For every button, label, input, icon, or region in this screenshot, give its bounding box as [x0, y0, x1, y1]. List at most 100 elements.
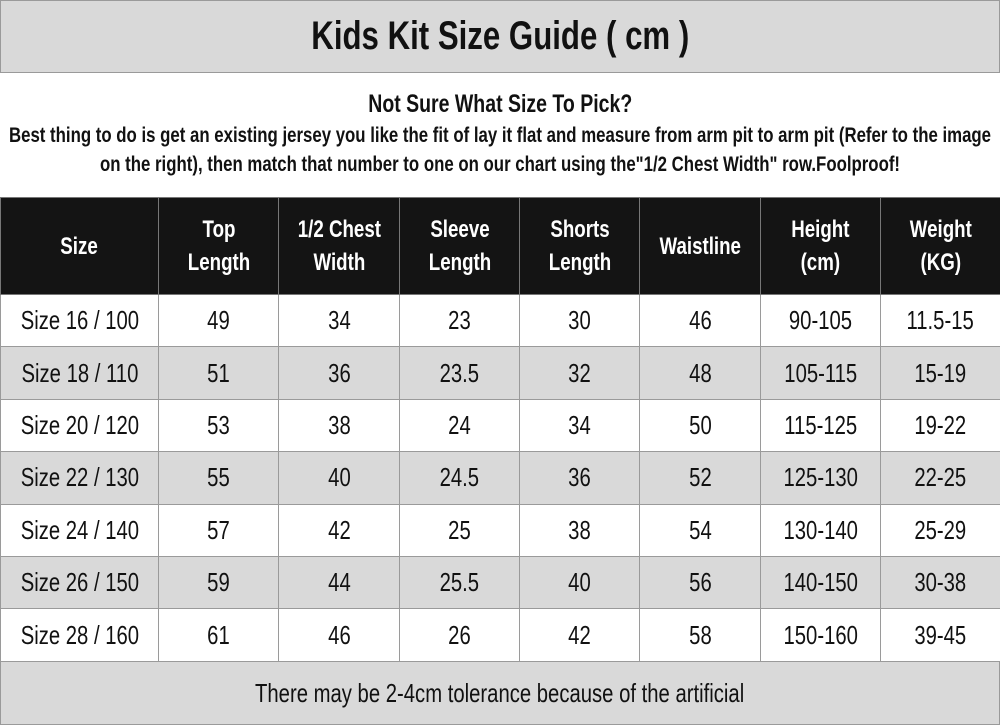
column-header-text: Size: [60, 232, 99, 260]
table-cell: 38: [519, 503, 640, 557]
cell-text: 130-140: [783, 514, 858, 545]
table-cell: 38: [278, 398, 400, 453]
table-cell: Size 20 / 120: [0, 398, 159, 453]
table-cell: 49: [158, 293, 279, 348]
table-cell: 32: [519, 346, 640, 400]
cell-text: 38: [568, 514, 591, 545]
cell-text: 39-45: [914, 619, 967, 650]
cell-text: 53: [207, 409, 230, 440]
table-cell: 23.5: [399, 346, 520, 400]
cell-text: Size 26 / 150: [20, 567, 139, 598]
cell-text: 58: [688, 619, 712, 650]
table-cell: 25-29: [880, 503, 1000, 557]
cell-text: 46: [688, 305, 712, 336]
table-cell: 50: [639, 398, 761, 453]
cell-text: 23.5: [439, 357, 480, 388]
cell-text: 32: [568, 357, 591, 388]
size-table: Size Top Length 1/2 Chest Width Sleeve Length S…: [0, 197, 1000, 662]
cell-text: 40: [327, 462, 351, 493]
cell-text: Size 22 / 130: [20, 462, 139, 493]
table-cell: 19-22: [880, 398, 1000, 453]
table-cell: Size 18 / 110: [0, 346, 159, 400]
cell-text: 59: [207, 567, 230, 598]
intro-body: Best thing to do is get an existing jers…: [8, 124, 992, 176]
cell-text: 34: [568, 409, 591, 440]
cell-text: 57: [207, 514, 230, 545]
table-cell: 22-25: [880, 451, 1000, 505]
footer-note: There may be 2-4cm tolerance because of …: [0, 661, 1000, 725]
cell-text: 22-25: [914, 462, 967, 493]
cell-text: 42: [327, 514, 351, 545]
column-header: Height (cm): [760, 197, 881, 295]
table-cell: 23: [399, 293, 520, 348]
cell-text: 54: [688, 514, 712, 545]
table-cell: 51: [158, 346, 279, 400]
table-cell: 57: [158, 503, 279, 557]
cell-text: 30: [568, 305, 591, 336]
table-row: Size 22 / 130 55 40 24.5 36 52 125-130 22-25: [0, 451, 1000, 505]
table-cell: 15-19: [880, 346, 1000, 400]
table-cell: 36: [519, 451, 640, 505]
table-cell: 53: [158, 398, 279, 453]
table-cell: 130-140: [760, 503, 881, 557]
cell-text: Size 28 / 160: [20, 619, 139, 650]
column-header-text: Height (cm): [791, 216, 850, 276]
cell-text: 56: [688, 567, 712, 598]
cell-text: 11.5-15: [906, 305, 975, 336]
cell-text: Size 20 / 120: [20, 409, 139, 440]
cell-text: 34: [327, 305, 351, 336]
table-cell: 26: [399, 608, 520, 662]
cell-text: 24.5: [439, 462, 480, 493]
cell-text: 40: [568, 567, 591, 598]
column-header: Top Length: [158, 197, 279, 295]
table-row: Size 28 / 160 61 46 26 42 58 150-160 39-45: [0, 608, 1000, 662]
table-cell: 48: [639, 346, 761, 400]
table-cell: 40: [278, 451, 400, 505]
table-cell: 36: [278, 346, 400, 400]
column-header-text: Weight (KG): [909, 216, 972, 276]
table-cell: 58: [639, 608, 761, 662]
column-header-text: Shorts Length: [548, 216, 611, 276]
column-header: Weight (KG): [880, 197, 1000, 295]
footer-text: There may be 2-4cm tolerance because of …: [255, 677, 745, 708]
cell-text: 36: [568, 462, 591, 493]
table-cell: Size 28 / 160: [0, 608, 159, 662]
header-row: Size Top Length 1/2 Chest Width Sleeve Length S…: [0, 197, 1000, 295]
table-cell: 24: [399, 398, 520, 453]
cell-text: 52: [688, 462, 712, 493]
table-cell: 90-105: [760, 293, 881, 348]
column-header: Waistline: [639, 197, 761, 295]
intro-text: Best thing to do is get an existing jers…: [0, 121, 1000, 179]
table-cell: 52: [639, 451, 761, 505]
table-row: Size 26 / 150 59 44 25.5 40 56 140-150 30-38: [0, 555, 1000, 610]
table-cell: 30-38: [880, 555, 1000, 610]
cell-text: 50: [688, 409, 712, 440]
cell-text: 140-150: [783, 567, 858, 598]
cell-text: 48: [688, 357, 712, 388]
column-header: Shorts Length: [519, 197, 640, 295]
table-cell: 42: [278, 503, 400, 557]
table-cell: 11.5-15: [880, 293, 1000, 348]
cell-text: Size 18 / 110: [21, 357, 138, 388]
table-row: Size 20 / 120 53 38 24 34 50 115-125 19-22: [0, 398, 1000, 453]
table-cell: Size 22 / 130: [0, 451, 159, 505]
cell-text: 125-130: [783, 462, 858, 493]
table-cell: 42: [519, 608, 640, 662]
table-cell: 44: [278, 555, 400, 610]
cell-text: 115-125: [784, 409, 857, 440]
cell-text: 24: [448, 409, 471, 440]
cell-text: 30-38: [914, 567, 967, 598]
table-cell: 46: [278, 608, 400, 662]
page-title: Kids Kit Size Guide ( cm ): [0, 0, 1000, 73]
table-cell: 30: [519, 293, 640, 348]
table-cell: 61: [158, 608, 279, 662]
cell-text: 90-105: [788, 305, 853, 336]
title-text: Kids Kit Size Guide ( cm ): [311, 14, 689, 58]
cell-text: 46: [327, 619, 351, 650]
cell-text: 25: [448, 514, 471, 545]
column-header: 1/2 Chest Width: [278, 197, 400, 295]
cell-text: 19-22: [914, 409, 967, 440]
column-header: Size: [0, 197, 159, 295]
table-cell: 150-160: [760, 608, 881, 662]
intro-heading-text: Not Sure What Size To Pick?: [367, 90, 633, 118]
